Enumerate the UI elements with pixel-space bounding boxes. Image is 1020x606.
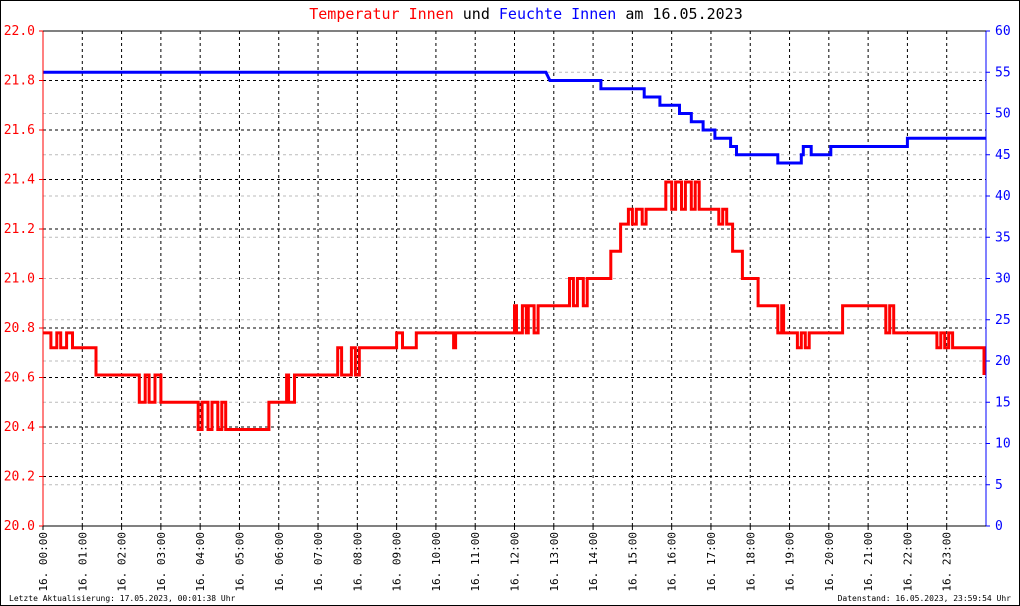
chart-title: Temperatur Innen und Feuchte Innen am 16… (309, 5, 743, 23)
right-tick-label: 25 (995, 313, 1011, 328)
left-tick-label: 22.0 (4, 24, 35, 39)
x-tick-label: 16. 08:00 (351, 532, 364, 592)
x-tick-label: 16. 18:00 (744, 532, 757, 592)
right-tick-label: 20 (995, 354, 1011, 369)
x-tick-label: 16. 20:00 (823, 532, 836, 592)
x-tick-label: 16. 09:00 (391, 532, 404, 592)
left-tick-label: 20.4 (4, 420, 35, 435)
footer-last-update: Letzte Aktualisierung: 17.05.2023, 00:01… (9, 594, 236, 603)
x-tick-label: 16. 13:00 (548, 532, 561, 592)
tick-labels: 20.0 20.2 20.4 20.6 20.8 21.0 21.2 21.4 21.6 21.8… (4, 24, 1011, 592)
right-tick-label: 55 (995, 65, 1011, 80)
x-tick-label: 16. 15:00 (626, 532, 639, 592)
title-date: am 16.05.2023 (625, 5, 742, 23)
x-tick-label: 16. 03:00 (155, 532, 168, 592)
right-tick-label: 40 (995, 189, 1011, 204)
right-tick-label: 45 (995, 148, 1011, 163)
x-tick-label: 16. 10:00 (430, 532, 443, 592)
right-tick-label: 30 (995, 272, 1011, 287)
right-tick-label: 50 (995, 107, 1011, 122)
series-line-temperature (43, 180, 986, 431)
axes (39, 30, 990, 530)
x-tick-label: 16. 12:00 (509, 532, 522, 592)
left-tick-label: 21.8 (4, 74, 35, 89)
x-tick-label: 16. 11:00 (469, 532, 482, 592)
x-tick-label: 16. 21:00 (862, 532, 875, 592)
x-tick-label: 16. 02:00 (116, 532, 129, 592)
right-tick-label: 0 (995, 519, 1003, 534)
x-tick-label: 16. 14:00 (587, 532, 600, 592)
right-tick-label: 35 (995, 230, 1011, 245)
x-tick-label: 16. 04:00 (194, 532, 207, 592)
left-tick-label: 21.0 (4, 272, 35, 287)
left-tick-label: 20.6 (4, 371, 35, 386)
x-tick-label: 16. 23:00 (941, 532, 954, 592)
series-line-humidity (43, 70, 986, 165)
x-tick-label: 16. 16:00 (666, 532, 679, 592)
left-tick-label: 21.6 (4, 123, 35, 138)
left-tick-label: 21.4 (4, 173, 35, 188)
right-tick-label: 15 (995, 395, 1011, 410)
x-tick-label: 16. 00:00 (37, 532, 50, 592)
x-tick-label: 16. 01:00 (76, 532, 89, 592)
right-tick-label: 5 (995, 478, 1003, 493)
left-tick-label: 20.0 (4, 519, 35, 534)
x-tick-label: 16. 22:00 (901, 532, 914, 592)
right-tick-label: 10 (995, 437, 1011, 452)
title-humidity: Feuchte Innen (499, 5, 616, 23)
left-tick-label: 20.8 (4, 321, 35, 336)
left-tick-label: 21.2 (4, 222, 35, 237)
title-und: und (463, 5, 490, 23)
footer-data-status: Datenstand: 16.05.2023, 23:59:54 Uhr (838, 594, 1012, 603)
left-tick-label: 20.2 (4, 470, 35, 485)
x-tick-label: 16. 19:00 (784, 532, 797, 592)
x-tick-label: 16. 06:00 (273, 532, 286, 592)
title-temperature: Temperatur Innen (309, 5, 454, 23)
series (43, 70, 986, 431)
x-tick-label: 16. 05:00 (233, 532, 246, 592)
x-tick-label: 16. 07:00 (312, 532, 325, 592)
x-tick-label: 16. 17:00 (705, 532, 718, 592)
right-tick-label: 60 (995, 24, 1011, 39)
